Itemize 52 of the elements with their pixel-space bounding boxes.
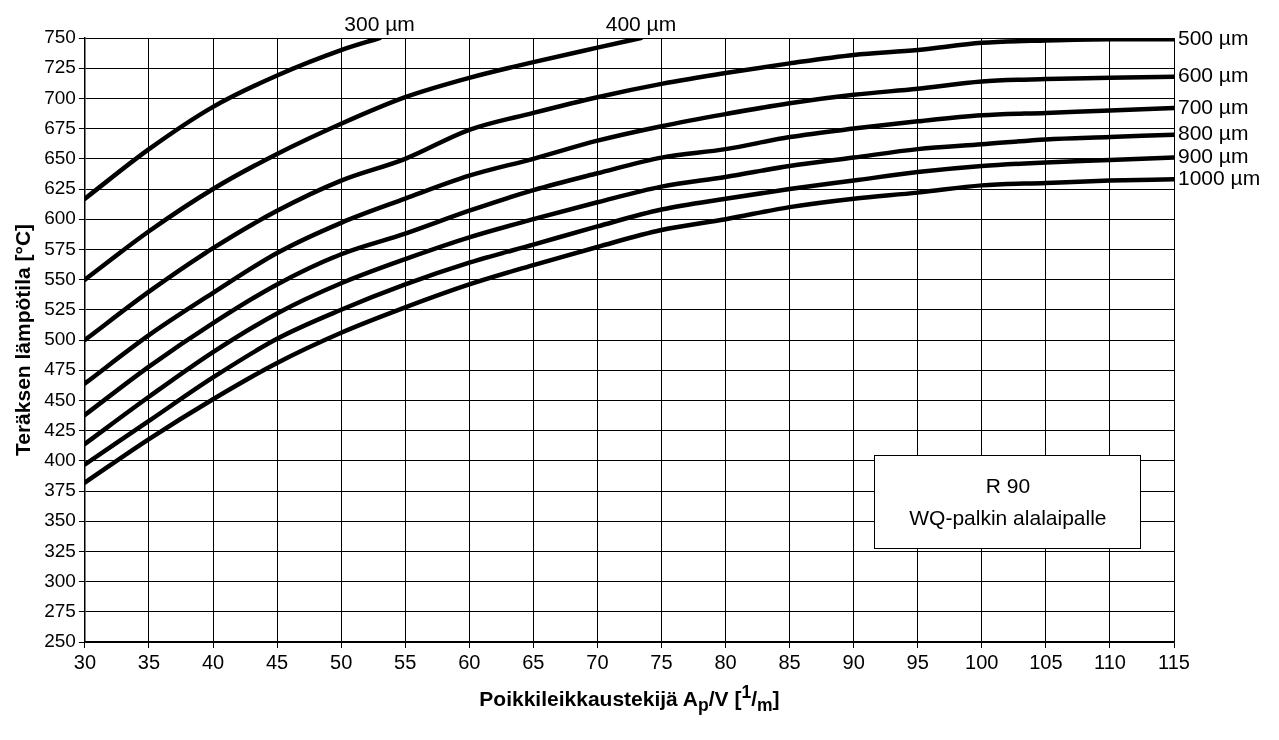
- x-tick-label: 30: [73, 650, 97, 673]
- series-label: 700 µm: [1178, 94, 1249, 118]
- y-tick-label: 700: [44, 86, 76, 108]
- y-tick-label: 675: [44, 116, 76, 138]
- y-tick-label: 325: [44, 539, 76, 561]
- x-tick-label: 45: [265, 650, 289, 673]
- x-tick-label: 110: [1093, 650, 1126, 673]
- y-tick-label: 725: [44, 56, 76, 78]
- y-tick-label: 650: [44, 147, 76, 169]
- series-label: 600 µm: [1178, 63, 1249, 87]
- x-tick-label: 65: [522, 650, 545, 673]
- y-tick-label: 750: [44, 26, 76, 48]
- y-tick-label: 500: [44, 328, 76, 350]
- x-tick-label: 105: [1029, 650, 1063, 673]
- x-tick-label: 35: [137, 650, 161, 673]
- y-tick-label: 525: [44, 298, 76, 320]
- y-tick-label: 300: [44, 569, 76, 591]
- annotation: R 90: [984, 472, 1032, 499]
- series-label: 800 µm: [1178, 121, 1249, 145]
- x-tick-label: 50: [330, 650, 353, 673]
- y-tick-label: 400: [44, 449, 76, 471]
- y-tick-label: 350: [44, 509, 76, 531]
- series-label: 500 µm: [1178, 26, 1249, 49]
- x-tick-label: 55: [394, 650, 417, 673]
- y-tick-label: 550: [44, 267, 76, 289]
- series-label: 900 µm: [1178, 144, 1249, 168]
- y-tick-label: 375: [44, 479, 76, 501]
- x-tick-label: 70: [586, 650, 609, 673]
- x-tick-label: 100: [965, 650, 999, 673]
- y-tick-label: 575: [44, 237, 76, 259]
- x-tick-label: 95: [906, 650, 929, 673]
- series-label: 300 µm: [344, 12, 415, 36]
- x-tick-label: 60: [458, 650, 481, 673]
- text-box: R 90 WQ-palkin alalaipalle: [874, 454, 1142, 549]
- y-tick-label: 450: [44, 388, 76, 410]
- series-label: 1000 µm: [1178, 166, 1261, 190]
- series-label: 400 µm: [605, 12, 677, 36]
- y-axis-title: Teräksen lämpötila [°C]: [11, 223, 35, 457]
- y-tick-label: 425: [44, 418, 76, 440]
- x-tick-label: 115: [1158, 650, 1190, 673]
- x-tick-label: 80: [714, 650, 737, 673]
- y-tick-label: 250: [44, 630, 76, 652]
- y-tick-label: 275: [44, 600, 76, 622]
- y-tick-label: 600: [44, 207, 76, 229]
- x-tick-label: 85: [778, 650, 801, 673]
- x-tick-label: 40: [201, 650, 225, 673]
- y-tick-label: 475: [44, 358, 76, 380]
- annotation: WQ-palkin alalaipalle: [908, 504, 1108, 531]
- x-tick-label: 90: [842, 650, 865, 673]
- y-tick-label: 625: [44, 177, 76, 199]
- x-axis-title: Poikkileikkaustekijä A$_{p}$/V [$^{1}$/$_{m}$]: [479, 682, 780, 717]
- x-tick-label: 75: [650, 650, 673, 673]
